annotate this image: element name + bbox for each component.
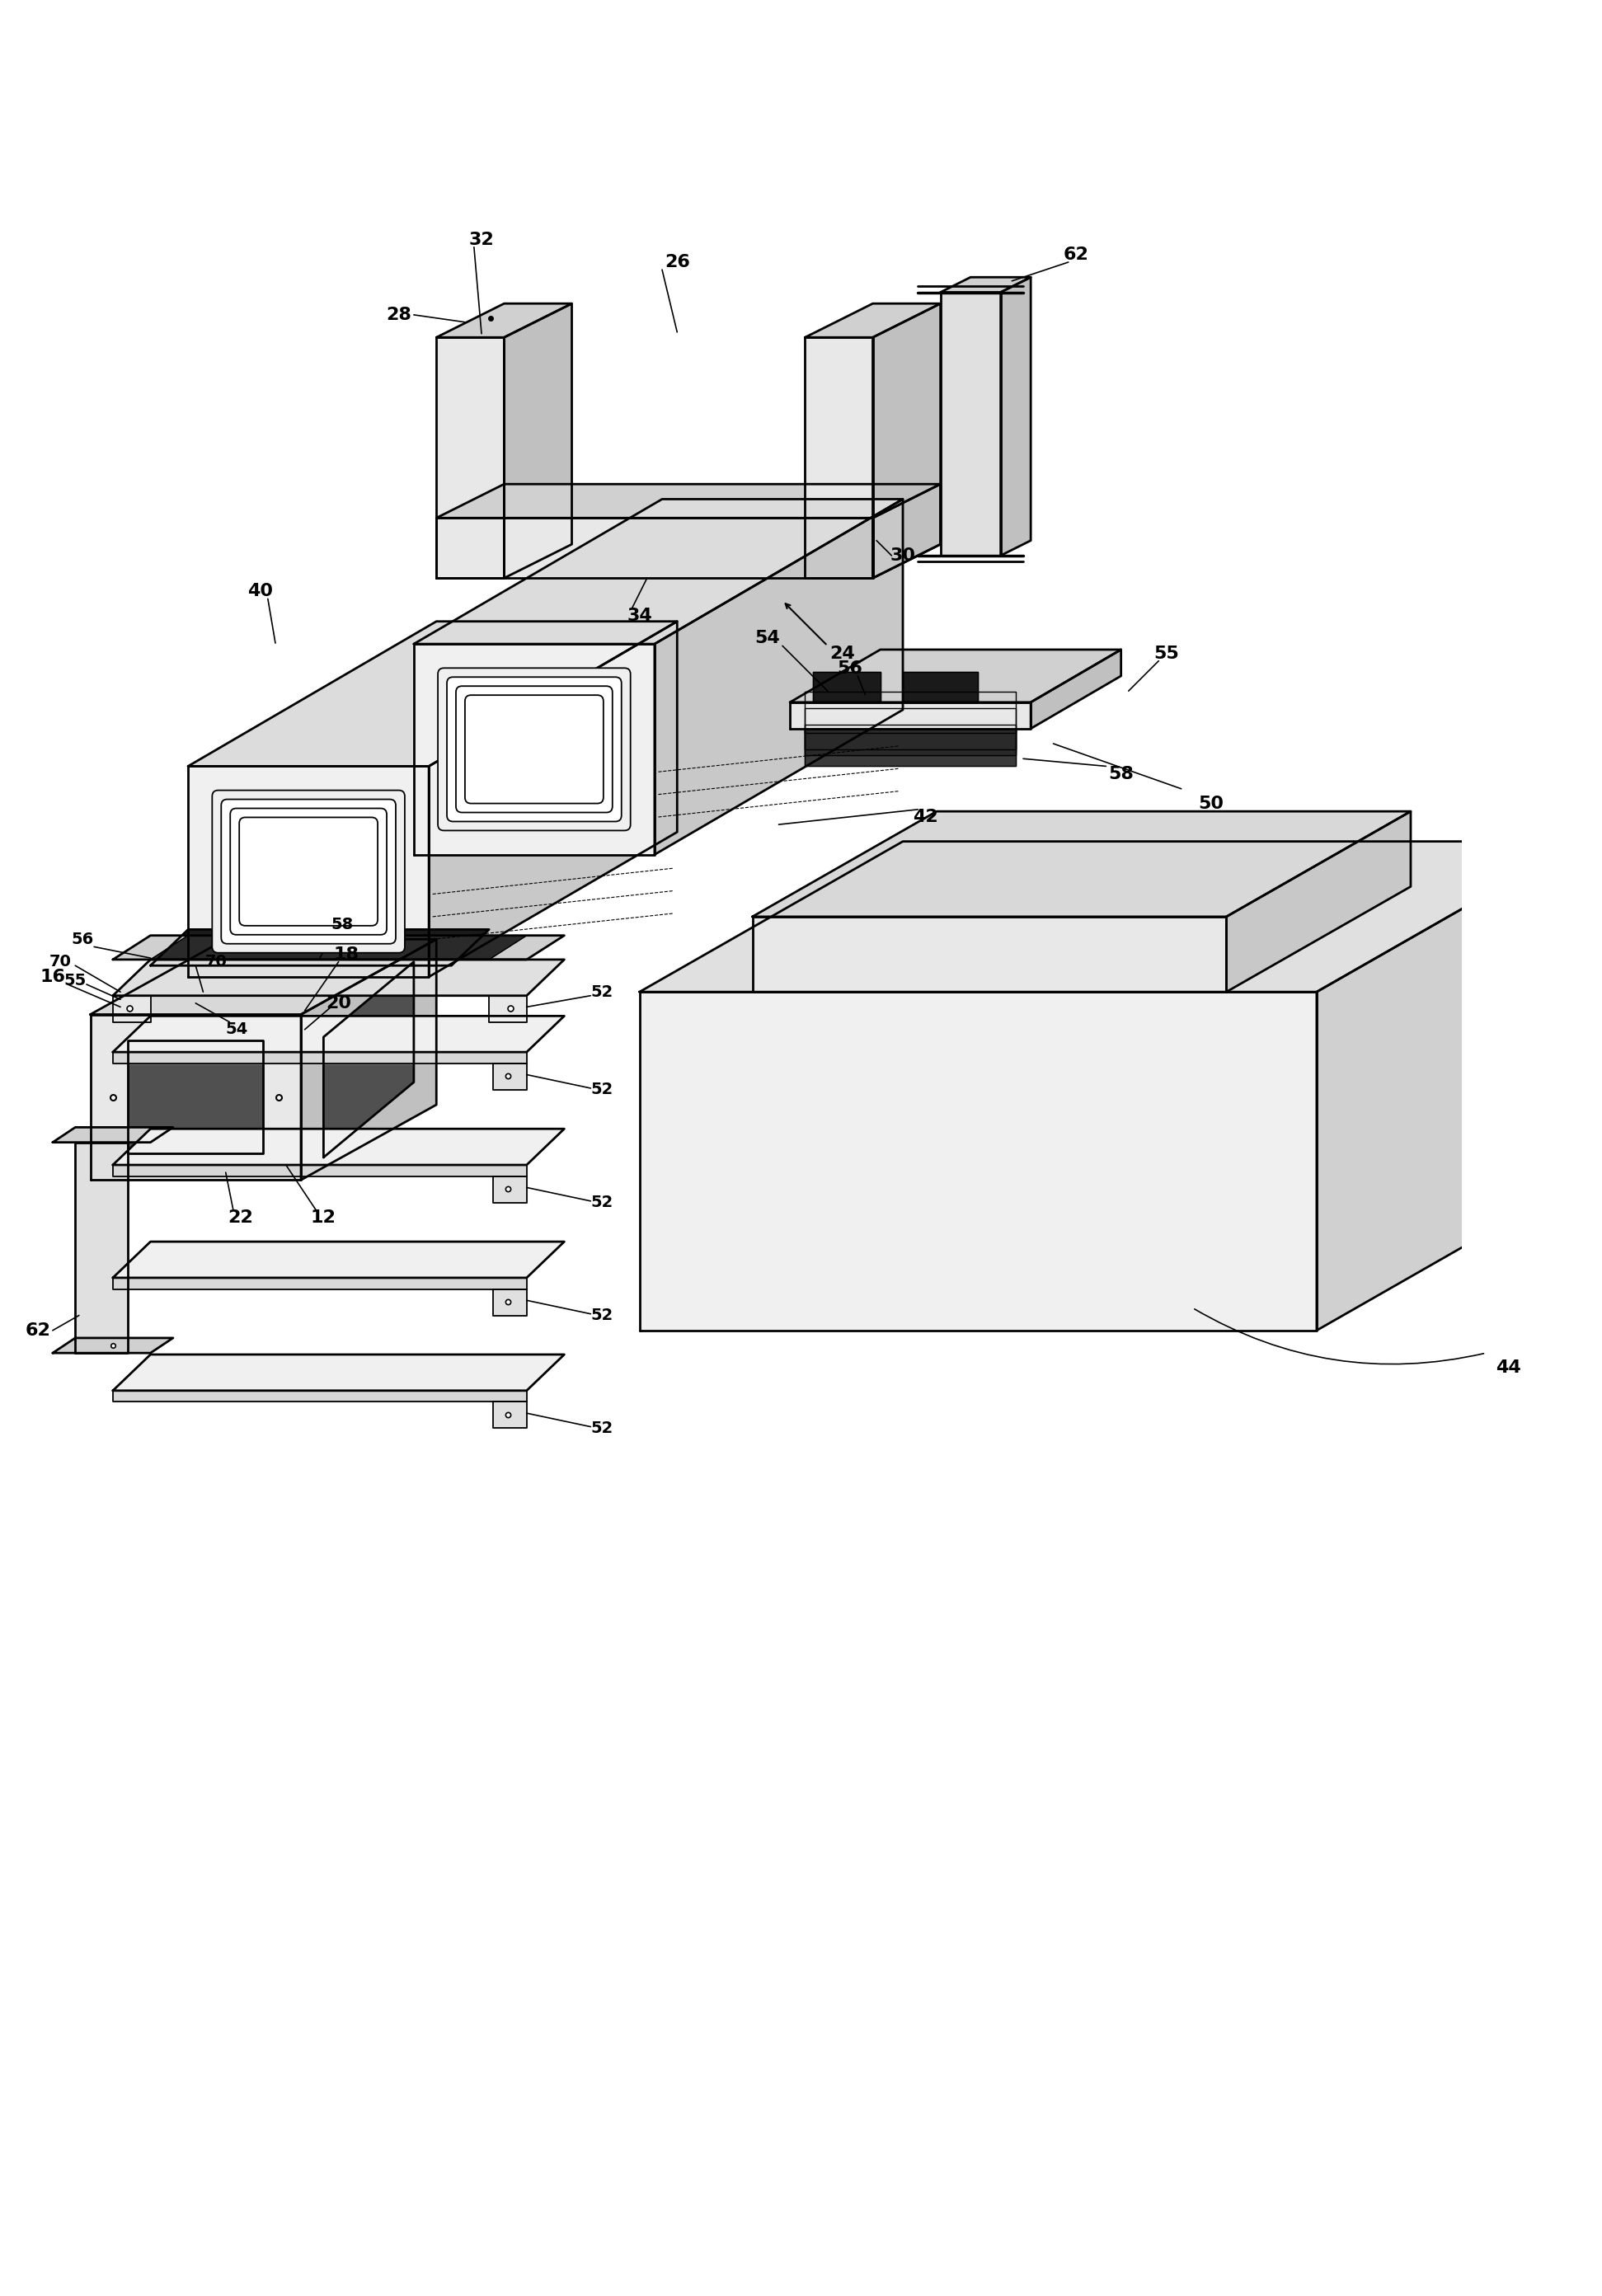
- Polygon shape: [806, 707, 1016, 751]
- FancyBboxPatch shape: [239, 817, 378, 925]
- Text: 52: 52: [591, 1306, 614, 1322]
- Polygon shape: [112, 1242, 564, 1279]
- Text: 26: 26: [665, 255, 690, 271]
- Polygon shape: [873, 303, 940, 579]
- Polygon shape: [493, 1403, 527, 1428]
- Polygon shape: [753, 810, 1411, 916]
- Text: 55: 55: [64, 974, 87, 990]
- Text: 12: 12: [311, 1210, 336, 1226]
- Polygon shape: [812, 673, 879, 703]
- Polygon shape: [112, 1052, 527, 1063]
- Polygon shape: [436, 519, 873, 579]
- FancyBboxPatch shape: [211, 790, 405, 953]
- FancyBboxPatch shape: [437, 668, 631, 831]
- Polygon shape: [436, 484, 940, 519]
- Polygon shape: [151, 934, 527, 960]
- Text: 70: 70: [50, 953, 70, 969]
- Polygon shape: [806, 728, 1016, 755]
- FancyBboxPatch shape: [447, 677, 622, 822]
- Text: 28: 28: [386, 308, 412, 324]
- Polygon shape: [301, 939, 436, 1180]
- Polygon shape: [1317, 840, 1580, 1329]
- Polygon shape: [806, 691, 1016, 732]
- Polygon shape: [1001, 278, 1030, 556]
- Polygon shape: [413, 498, 904, 643]
- Polygon shape: [639, 992, 1317, 1329]
- Text: 52: 52: [591, 1421, 614, 1435]
- Text: 44: 44: [1496, 1359, 1522, 1375]
- Polygon shape: [940, 278, 1030, 292]
- Text: 62: 62: [1064, 246, 1089, 262]
- Polygon shape: [940, 292, 1001, 556]
- Text: 16: 16: [40, 969, 66, 985]
- Polygon shape: [753, 916, 1227, 992]
- Text: 62: 62: [26, 1322, 50, 1339]
- Polygon shape: [75, 1143, 128, 1352]
- Polygon shape: [493, 1063, 527, 1091]
- Polygon shape: [505, 303, 572, 579]
- Text: 32: 32: [469, 232, 493, 248]
- Polygon shape: [90, 1015, 301, 1180]
- Polygon shape: [187, 767, 429, 976]
- Polygon shape: [493, 1288, 527, 1316]
- Polygon shape: [324, 962, 413, 1157]
- Polygon shape: [151, 930, 489, 967]
- Polygon shape: [112, 934, 564, 960]
- Polygon shape: [112, 960, 564, 996]
- Text: 42: 42: [913, 808, 939, 824]
- Text: 56: 56: [838, 661, 863, 677]
- Text: 18: 18: [333, 946, 359, 962]
- Text: 52: 52: [591, 1081, 614, 1097]
- Polygon shape: [112, 1391, 527, 1403]
- Text: 52: 52: [591, 985, 614, 999]
- Polygon shape: [413, 643, 655, 854]
- Text: 54: 54: [755, 629, 780, 647]
- FancyBboxPatch shape: [465, 696, 604, 804]
- Text: 34: 34: [626, 608, 652, 625]
- Polygon shape: [489, 996, 527, 1022]
- Polygon shape: [904, 673, 979, 703]
- Polygon shape: [112, 1279, 527, 1288]
- Text: 54: 54: [226, 1022, 248, 1038]
- Text: 58: 58: [332, 916, 354, 932]
- Text: 56: 56: [72, 932, 95, 946]
- Polygon shape: [436, 338, 505, 579]
- FancyBboxPatch shape: [221, 799, 396, 944]
- FancyBboxPatch shape: [457, 687, 612, 813]
- Polygon shape: [806, 338, 873, 579]
- Polygon shape: [53, 1339, 173, 1352]
- Text: 24: 24: [830, 645, 855, 661]
- Polygon shape: [493, 1176, 527, 1203]
- Polygon shape: [790, 650, 1121, 703]
- Polygon shape: [90, 939, 436, 1015]
- Text: 40: 40: [248, 583, 272, 599]
- Polygon shape: [1030, 650, 1121, 728]
- Polygon shape: [112, 1015, 564, 1052]
- Text: 58: 58: [1109, 765, 1134, 783]
- Polygon shape: [429, 622, 678, 976]
- Polygon shape: [806, 303, 940, 338]
- Polygon shape: [53, 1127, 173, 1143]
- Polygon shape: [806, 726, 1016, 767]
- Polygon shape: [790, 703, 1030, 728]
- Polygon shape: [128, 1040, 263, 1153]
- Polygon shape: [436, 303, 572, 338]
- Polygon shape: [112, 1130, 564, 1164]
- Text: 20: 20: [325, 994, 351, 1013]
- Text: 30: 30: [891, 546, 916, 565]
- Text: 52: 52: [591, 1194, 614, 1210]
- Polygon shape: [112, 1164, 527, 1176]
- Text: 55: 55: [1153, 645, 1179, 661]
- Polygon shape: [187, 622, 678, 767]
- Polygon shape: [112, 1355, 564, 1391]
- Polygon shape: [112, 996, 151, 1022]
- Polygon shape: [873, 484, 940, 579]
- Polygon shape: [655, 498, 904, 854]
- Text: 70: 70: [205, 953, 227, 969]
- Text: 22: 22: [227, 1210, 253, 1226]
- Polygon shape: [1227, 810, 1411, 992]
- Polygon shape: [639, 840, 1580, 992]
- FancyBboxPatch shape: [231, 808, 386, 934]
- Text: 50: 50: [1198, 797, 1224, 813]
